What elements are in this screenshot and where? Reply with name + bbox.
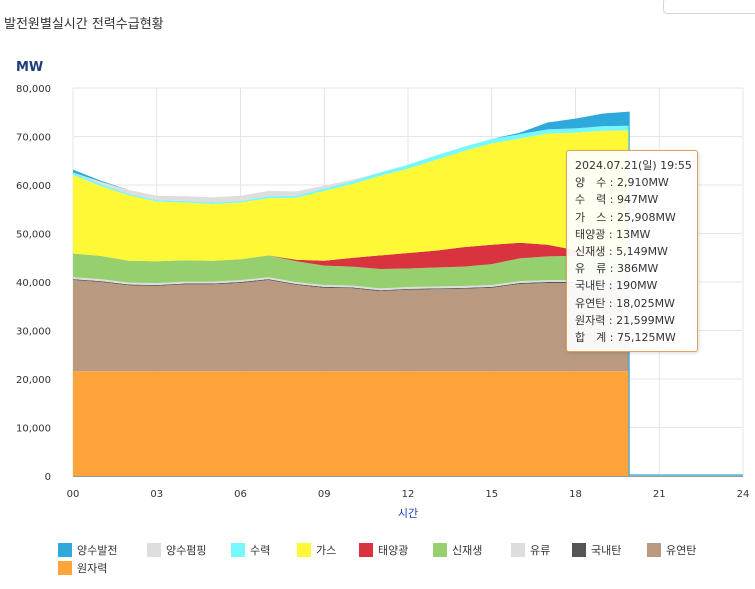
- legend-label: 국내탄: [591, 544, 622, 557]
- tooltip-row: 태양광 : 13MW: [575, 226, 697, 243]
- legend-label: 태양광: [378, 544, 409, 557]
- y-tick-label: 60,000: [16, 181, 51, 192]
- tooltip-row: 신재생 : 5,149MW: [575, 243, 697, 260]
- data-tooltip: 2024.07.21(일) 19:55 양 수 : 2,910MW 수 력 : 9…: [566, 150, 698, 352]
- tooltip-row-label: 유연탄: [575, 296, 606, 310]
- legend-item[interactable]: 양수펌핑: [147, 542, 231, 558]
- legend-swatch: [297, 543, 311, 557]
- area-가스: [73, 130, 630, 262]
- tooltip-row-label: 가 스: [575, 210, 607, 224]
- tooltip-row: 양 수 : 2,910MW: [575, 174, 697, 191]
- legend-swatch: [572, 543, 586, 557]
- x-tick-label: 18: [569, 489, 582, 500]
- x-tick-label: 03: [150, 489, 163, 500]
- tooltip-row-value: : 386MW: [606, 262, 659, 276]
- x-tick-label: 00: [67, 489, 80, 500]
- tooltip-row-value: : 13MW: [605, 227, 651, 241]
- legend-label: 유연탄: [666, 544, 697, 557]
- tooltip-row-value: : 25,908MW: [606, 210, 676, 224]
- tooltip-row-value: : 947MW: [606, 193, 659, 207]
- legend-label: 유류: [530, 544, 551, 557]
- legend-swatch: [359, 543, 373, 557]
- area-양수발전: [73, 111, 630, 198]
- top-control-box[interactable]: [663, 0, 755, 14]
- legend-label: 양수펌핑: [166, 544, 207, 557]
- legend-swatch: [147, 543, 161, 557]
- legend-label: 수력: [250, 544, 271, 557]
- y-tick-label: 50,000: [16, 230, 51, 241]
- legend-item[interactable]: 신재생: [433, 542, 511, 558]
- tooltip-row-value: : 75,125MW: [606, 331, 676, 345]
- legend-item[interactable]: 유류: [511, 542, 572, 558]
- legend-item[interactable]: 원자력: [58, 560, 147, 576]
- legend-swatch: [647, 543, 661, 557]
- x-tick-label: 24: [737, 489, 750, 500]
- x-tick-label: 21: [653, 489, 666, 500]
- tooltip-row: 합 계 : 75,125MW: [575, 329, 697, 346]
- legend-item[interactable]: 유연탄: [647, 542, 747, 558]
- y-tick-label: 20,000: [16, 375, 51, 386]
- tooltip-row-label: 국내탄: [575, 279, 606, 293]
- legend-label: 가스: [316, 544, 337, 557]
- tooltip-row: 유연탄 : 18,025MW: [575, 295, 697, 312]
- tooltip-row: 수 력 : 947MW: [575, 191, 697, 208]
- y-tick-label: 0: [45, 472, 51, 483]
- tooltip-row-value: : 18,025MW: [605, 296, 675, 310]
- legend-row: 양수발전 양수펌핑 수력 가스 태양광 신재생 유류 국내탄 유연탄: [58, 541, 748, 559]
- legend-label: 원자력: [77, 562, 108, 575]
- x-tick-label: 15: [485, 489, 498, 500]
- legend-row: 원자력: [58, 559, 748, 577]
- legend-label: 신재생: [452, 544, 483, 557]
- legend-swatch: [231, 543, 245, 557]
- legend-item[interactable]: 수력: [231, 542, 297, 558]
- legend-swatch: [511, 543, 525, 557]
- tooltip-row-label: 신재생: [575, 245, 606, 259]
- legend-swatch: [58, 543, 72, 557]
- legend-swatch: [58, 561, 72, 575]
- tooltip-rows: 양 수 : 2,910MW 수 력 : 947MW 가 스 : 25,908MW 태양…: [575, 174, 697, 346]
- tick-layer: 0 10,000 20,000 30,000 40,000 50,000 60,000 70,…: [16, 84, 749, 500]
- legend-label: 양수발전: [77, 544, 118, 557]
- tooltip-row: 국내탄 : 190MW: [575, 277, 697, 294]
- y-tick-label: 80,000: [16, 84, 51, 95]
- y-tick-label: 10,000: [16, 424, 51, 435]
- legend-item[interactable]: 양수발전: [58, 542, 147, 558]
- tooltip-row: 가 스 : 25,908MW: [575, 209, 697, 226]
- area-신재생: [73, 253, 630, 289]
- tooltip-row-label: 수 력: [575, 193, 607, 207]
- tooltip-row-label: 원자력: [575, 313, 606, 327]
- tooltip-row-value: : 2,910MW: [606, 176, 669, 190]
- y-tick-label: 40,000: [16, 278, 51, 289]
- legend-item[interactable]: 태양광: [359, 542, 433, 558]
- tooltip-row-label: 합 계: [575, 331, 607, 345]
- y-unit-label: MW: [16, 60, 44, 75]
- tooltip-row-value: : 21,599MW: [605, 313, 675, 327]
- tooltip-row-label: 유 류: [575, 262, 607, 276]
- tooltip-row-value: : 190MW: [605, 279, 658, 293]
- tooltip-row-label: 태양광: [575, 227, 606, 241]
- x-axis-title: 시간: [398, 507, 418, 520]
- y-tick-label: 30,000: [16, 327, 51, 338]
- area-원자력: [73, 371, 630, 476]
- area-유연탄: [73, 280, 630, 372]
- tooltip-row-label: 양 수: [575, 176, 607, 190]
- area-layer: [73, 111, 743, 476]
- y-tick-label: 70,000: [16, 133, 51, 144]
- x-tick-label: 09: [318, 489, 331, 500]
- area-태양광: [73, 242, 630, 270]
- tooltip-title: 2024.07.21(일) 19:55: [575, 159, 692, 172]
- legend-swatch: [433, 543, 447, 557]
- legend-item[interactable]: 국내탄: [572, 542, 647, 558]
- tooltip-row: 유 류 : 386MW: [575, 260, 697, 277]
- x-tick-label: 12: [402, 489, 415, 500]
- page-title: 발전원별실시간 전력수급현황: [4, 17, 164, 32]
- x-tick-label: 06: [234, 489, 247, 500]
- tooltip-row: 원자력 : 21,599MW: [575, 312, 697, 329]
- tooltip-row-value: : 5,149MW: [605, 245, 668, 259]
- legend-item[interactable]: 가스: [297, 542, 359, 558]
